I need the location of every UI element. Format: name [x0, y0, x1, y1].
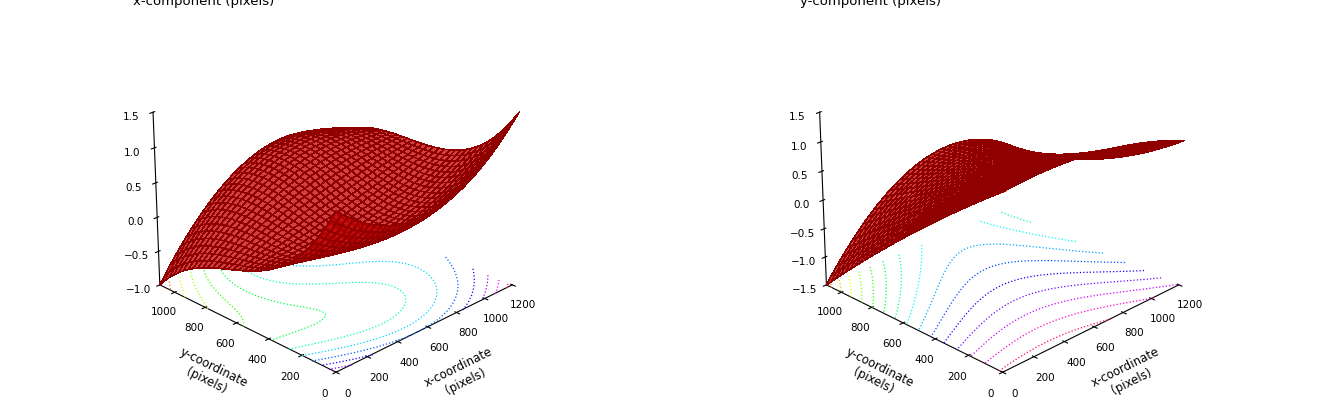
Text: Distortion correction
x-component (pixels): Distortion correction x-component (pixel… — [133, 0, 275, 8]
X-axis label: x-coordinate
(pixels): x-coordinate (pixels) — [1089, 345, 1169, 403]
Y-axis label: y-coordinate
(pixels): y-coordinate (pixels) — [838, 345, 916, 403]
Y-axis label: y-coordinate
(pixels): y-coordinate (pixels) — [171, 345, 250, 403]
Text: Distortion correction
y-component (pixels): Distortion correction y-component (pixel… — [799, 0, 942, 8]
X-axis label: x-coordinate
(pixels): x-coordinate (pixels) — [422, 345, 502, 403]
